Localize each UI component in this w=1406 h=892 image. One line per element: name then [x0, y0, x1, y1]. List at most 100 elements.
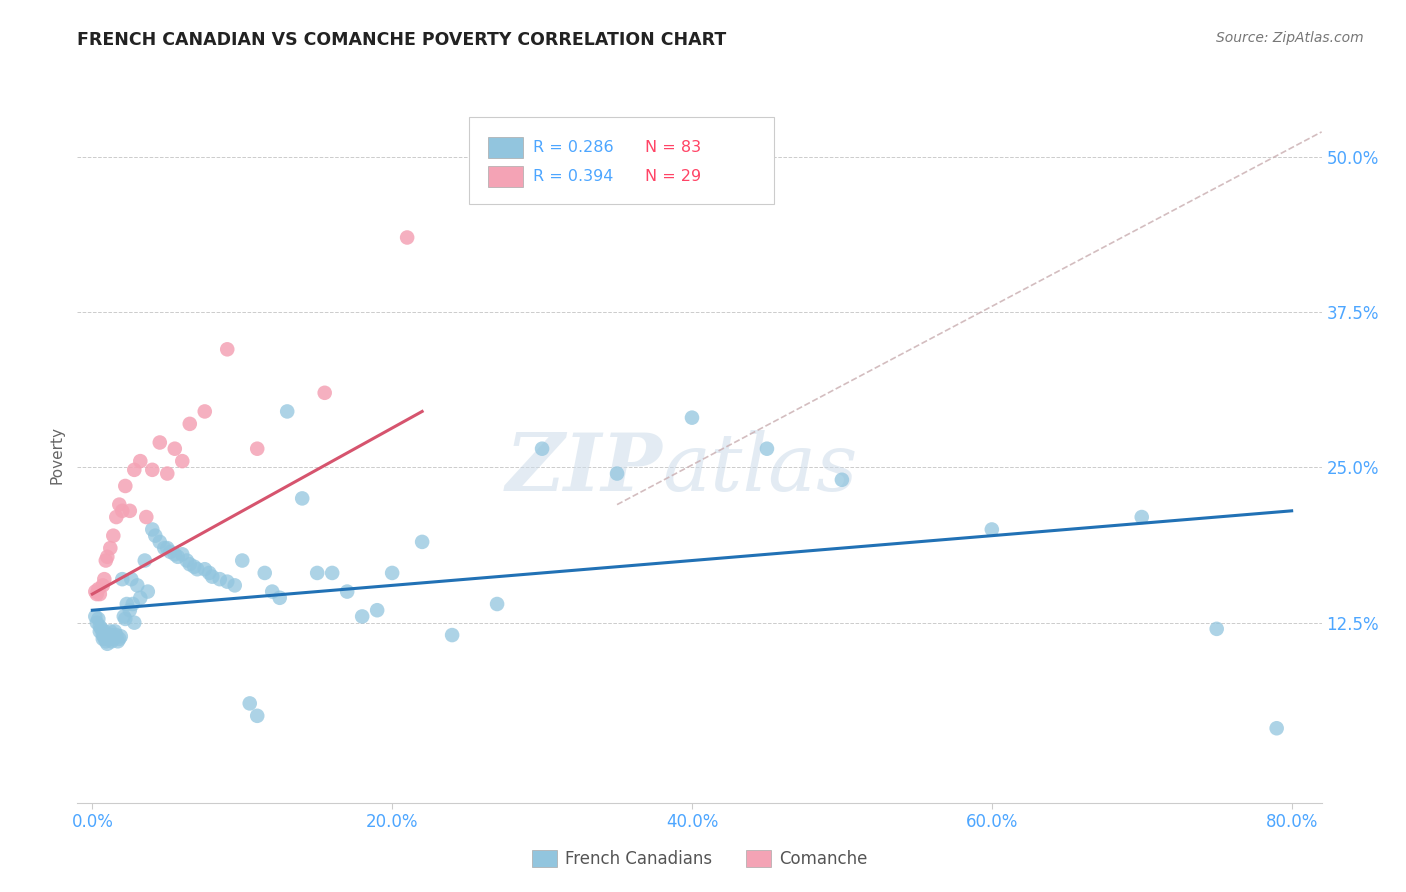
- Point: [1265, 721, 1288, 735]
- Text: R = 0.394: R = 0.394: [533, 169, 613, 184]
- Point: [87, 612, 110, 626]
- Point: [93, 631, 115, 645]
- Point: [172, 454, 194, 468]
- Point: [246, 442, 269, 456]
- Point: [755, 442, 778, 456]
- Point: [101, 634, 124, 648]
- Point: [98, 541, 121, 555]
- FancyBboxPatch shape: [488, 166, 523, 187]
- Point: [97, 628, 120, 642]
- Point: [104, 624, 127, 639]
- Point: [163, 547, 186, 561]
- Point: [97, 632, 120, 646]
- Point: [111, 504, 134, 518]
- Point: [91, 632, 114, 646]
- Point: [114, 612, 136, 626]
- Point: [91, 628, 114, 642]
- Point: [156, 541, 179, 555]
- Point: [143, 529, 166, 543]
- Point: [118, 603, 141, 617]
- Point: [127, 578, 149, 592]
- Text: FRENCH CANADIAN VS COMANCHE POVERTY CORRELATION CHART: FRENCH CANADIAN VS COMANCHE POVERTY CORR…: [77, 31, 727, 49]
- Point: [194, 562, 217, 576]
- Point: [149, 534, 172, 549]
- Point: [118, 504, 141, 518]
- Point: [90, 622, 112, 636]
- Y-axis label: Poverty: Poverty: [49, 425, 65, 484]
- Point: [179, 558, 201, 572]
- Point: [194, 404, 217, 418]
- Point: [381, 566, 404, 580]
- Point: [124, 615, 146, 630]
- Point: [134, 553, 156, 567]
- Point: [94, 628, 117, 642]
- Point: [96, 632, 118, 646]
- Point: [108, 632, 131, 646]
- Point: [314, 385, 336, 400]
- Point: [84, 584, 107, 599]
- Point: [107, 634, 129, 648]
- Point: [239, 697, 262, 711]
- Point: [86, 615, 108, 630]
- Point: [980, 523, 1002, 537]
- Point: [352, 609, 374, 624]
- Point: [101, 628, 124, 642]
- Point: [224, 578, 246, 592]
- Point: [115, 597, 138, 611]
- Point: [112, 609, 135, 624]
- Point: [217, 343, 239, 357]
- Point: [163, 442, 186, 456]
- Point: [110, 629, 132, 643]
- Point: [411, 534, 433, 549]
- Point: [96, 637, 118, 651]
- Point: [105, 628, 128, 642]
- Point: [141, 523, 163, 537]
- Point: [166, 549, 188, 564]
- Point: [1205, 622, 1227, 636]
- Point: [105, 510, 128, 524]
- Point: [831, 473, 853, 487]
- Point: [396, 230, 419, 244]
- Point: [291, 491, 314, 506]
- Point: [321, 566, 343, 580]
- Point: [98, 624, 121, 639]
- Point: [231, 553, 253, 567]
- Point: [208, 572, 231, 586]
- Text: Source: ZipAtlas.com: Source: ZipAtlas.com: [1216, 31, 1364, 45]
- Point: [96, 549, 118, 564]
- Point: [129, 454, 152, 468]
- Point: [1130, 510, 1153, 524]
- Point: [253, 566, 276, 580]
- Point: [681, 410, 703, 425]
- Point: [111, 572, 134, 586]
- Point: [176, 553, 198, 567]
- Point: [336, 584, 359, 599]
- Point: [94, 553, 117, 567]
- Point: [91, 578, 114, 592]
- Point: [141, 463, 163, 477]
- Point: [246, 708, 269, 723]
- Point: [135, 510, 157, 524]
- Point: [276, 404, 298, 418]
- Point: [179, 417, 201, 431]
- Point: [136, 584, 159, 599]
- Point: [198, 566, 221, 580]
- Point: [531, 442, 554, 456]
- Point: [121, 597, 143, 611]
- Point: [486, 597, 509, 611]
- Text: ZIP: ZIP: [505, 430, 662, 508]
- Point: [262, 584, 284, 599]
- Point: [114, 479, 136, 493]
- Point: [269, 591, 291, 605]
- Point: [606, 467, 628, 481]
- Point: [307, 566, 329, 580]
- Point: [103, 529, 125, 543]
- Point: [183, 559, 205, 574]
- Text: atlas: atlas: [662, 430, 858, 508]
- Point: [172, 547, 194, 561]
- Point: [217, 574, 239, 589]
- Point: [366, 603, 388, 617]
- Point: [156, 467, 179, 481]
- Point: [103, 632, 125, 646]
- Point: [153, 541, 176, 555]
